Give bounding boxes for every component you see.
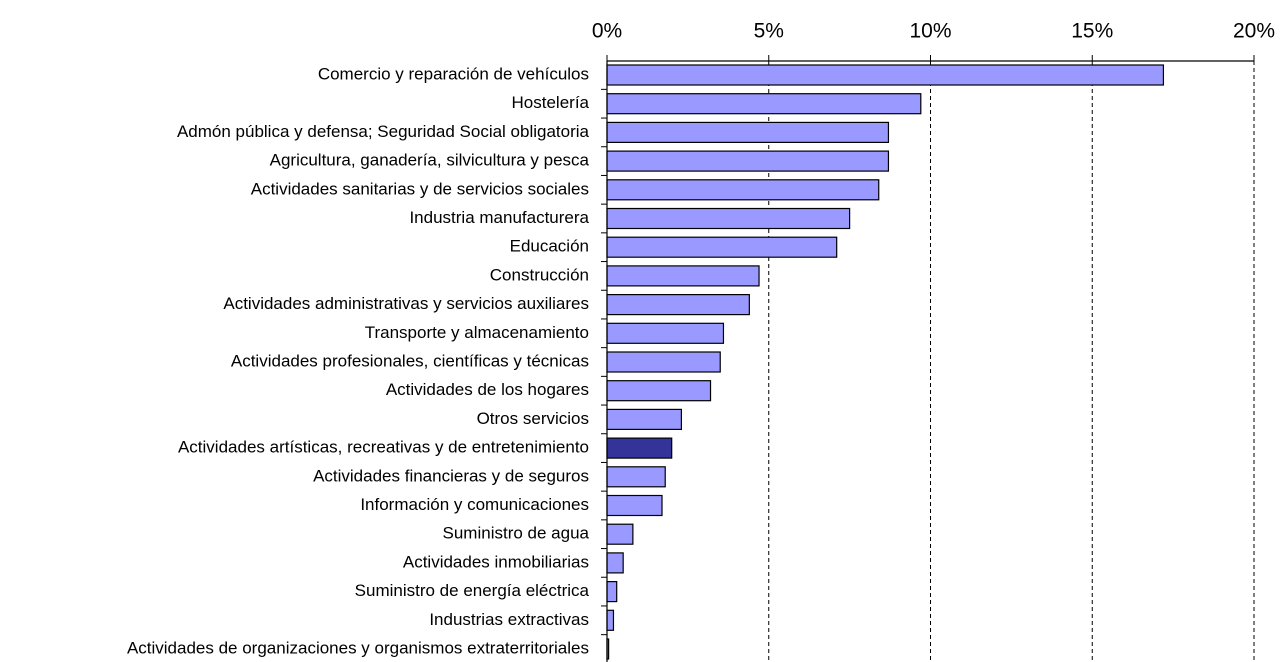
- y-tick-label: Actividades profesionales, científicas y…: [231, 351, 589, 370]
- bar: [606, 523, 634, 545]
- bar: [606, 609, 615, 631]
- bar: [606, 294, 750, 316]
- y-tick-label: Actividades administrativas y servicios …: [223, 294, 589, 313]
- x-tick-label: 0%: [592, 20, 622, 43]
- y-tick-label: Actividades de organizaciones y organism…: [127, 638, 589, 657]
- bar: [606, 580, 618, 603]
- bar: [606, 466, 666, 488]
- y-tick-label: Actividades sanitarias y de servicios so…: [251, 179, 589, 198]
- y-tick-label: Educación: [510, 237, 589, 256]
- bar: [606, 64, 1165, 86]
- y-tick-label: Actividades inmobiliarias: [403, 552, 589, 571]
- bar: [606, 322, 725, 344]
- bar: [606, 93, 922, 115]
- y-tick-label: Hostelería: [512, 93, 590, 112]
- y-tick-label: Comercio y reparación de vehículos: [318, 64, 589, 83]
- y-tick-label: Construcción: [490, 265, 589, 284]
- y-tick-label: Actividades financieras y de seguros: [313, 466, 589, 485]
- x-tick-label: 5%: [754, 20, 784, 43]
- y-tick-label: Suministro de agua: [443, 524, 590, 543]
- x-tick-label: 20%: [1233, 20, 1275, 43]
- x-tick-label: 10%: [909, 20, 951, 43]
- y-tick-label: Actividades artísticas, recreativas y de…: [178, 438, 589, 457]
- bar: [606, 494, 663, 517]
- y-tick-label: Suministro de energía eléctrica: [355, 581, 590, 600]
- y-tick-label: Actividades de los hogares: [386, 380, 589, 399]
- bar: [606, 380, 712, 402]
- bar: [606, 351, 721, 373]
- y-tick-label: Industria manufacturera: [409, 208, 589, 227]
- bar: [606, 236, 838, 258]
- bar: [606, 552, 624, 574]
- y-tick-label: Agricultura, ganadería, silvicultura y p…: [270, 151, 590, 170]
- bar: [606, 179, 880, 201]
- x-tick-label: 15%: [1071, 20, 1113, 43]
- bar: [606, 121, 890, 144]
- bar: [606, 408, 683, 430]
- bar: [606, 437, 673, 459]
- y-tick-label: Industrias extractivas: [429, 610, 589, 629]
- y-tick-label: Información y comunicaciones: [360, 495, 589, 514]
- bar: [606, 150, 890, 172]
- y-tick-label: Admón pública y defensa; Seguridad Socia…: [177, 122, 590, 141]
- bar: [606, 207, 851, 230]
- bar: [606, 265, 760, 287]
- y-tick-label: Transporte y almacenamiento: [365, 323, 589, 342]
- y-tick-label: Otros servicios: [477, 409, 589, 428]
